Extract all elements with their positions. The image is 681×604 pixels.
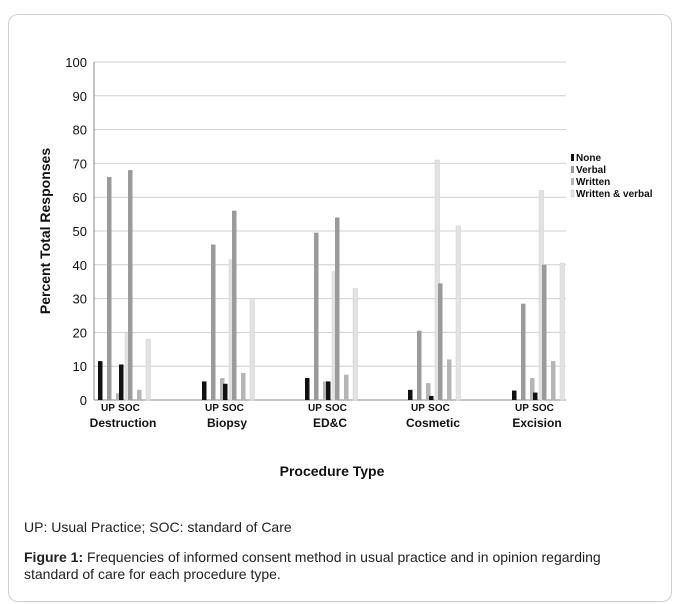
bar-verbal [232,210,237,400]
bar-verbal [314,232,319,400]
y-tick-label: 20 [73,325,87,340]
y-tick-label: 40 [73,258,87,273]
group-label: Destruction [90,416,157,430]
bar-verbal [107,176,112,400]
bar-written [344,374,349,400]
bar-written-verbal [352,288,358,401]
bar-verbal [417,330,422,400]
bar-written [241,372,246,400]
subgroup-label: SOC [118,403,140,414]
bar-none [533,392,538,400]
subgroup-label: UP [205,403,219,414]
subgroup-label: SOC [325,403,347,414]
bar-written [551,361,556,400]
bar-written-verbal [145,338,151,401]
group-label: Cosmetic [406,416,460,430]
legend-label: Written & verbal [576,189,653,200]
y-tick-label: 90 [73,89,87,104]
bar-written [116,393,121,400]
subgroup-label: SOC [428,403,450,414]
bar-verbal [521,303,526,400]
subgroup-label: UP [515,403,529,414]
subgroup-label: SOC [222,403,244,414]
legend-label: Verbal [576,165,606,176]
bar-none [98,361,103,400]
bar-written-verbal [559,262,565,401]
legend-label: None [576,153,601,164]
legend-swatch [571,166,574,173]
y-tick-label: 100 [65,55,87,70]
y-tick-label: 60 [73,190,87,205]
bar-none [119,364,124,400]
bar-written-verbal [455,225,461,401]
bar-none [429,395,434,400]
legend-label: Written [576,177,610,188]
subgroup-label: UP [101,403,115,414]
y-tick-label: 50 [73,224,87,239]
bar-none [223,383,228,400]
subgroup-label: UP [411,403,425,414]
legend-swatch [571,154,574,161]
bar-written [220,378,225,400]
y-axis-title: Percent Total Responses [37,148,53,314]
bar-verbal [335,217,340,400]
bar-none [326,381,331,400]
bar-verbal [128,170,133,400]
bar-verbal [211,244,216,400]
caption-text: Frequencies of informed consent method i… [24,549,601,582]
bar-written [530,378,535,400]
y-tick-label: 10 [73,359,87,374]
abbreviation-note: UP: Usual Practice; SOC: standard of Car… [24,519,292,535]
bar-written [426,383,431,400]
group-label: Biopsy [207,416,247,430]
caption-label: Figure 1: [24,549,84,565]
figure-caption: Figure 1: Frequencies of informed consen… [24,549,654,583]
x-axis-title: Procedure Type [280,463,385,479]
bar-none [305,378,310,400]
group-label: Excision [512,416,561,430]
bar-none [512,390,517,400]
bar-none [408,389,413,400]
legend-swatch [571,178,574,185]
bar-written [447,359,452,400]
bar-verbal [542,264,547,400]
bar-written [137,389,142,400]
y-tick-label: 0 [80,393,87,408]
y-tick-label: 80 [73,123,87,138]
y-tick-label: 70 [73,156,87,171]
subgroup-label: UP [308,403,322,414]
legend-swatch [570,189,575,198]
bar-written [323,381,328,400]
bar-verbal [438,283,443,400]
bar-written-verbal [249,298,255,401]
subgroup-label: SOC [532,403,554,414]
bar-none [202,381,207,400]
bar-written-verbal [434,159,440,401]
group-label: ED&C [313,416,347,430]
y-tick-label: 30 [73,292,87,307]
